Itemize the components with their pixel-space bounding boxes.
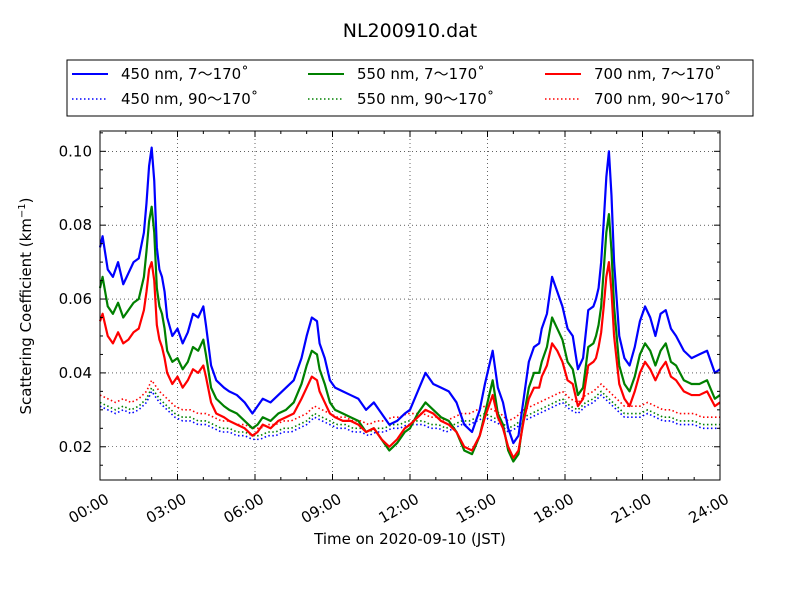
y-tick-labels: 0.02 0.04 0.06 0.08 0.10 [59, 142, 92, 455]
chart-title: NL200910.dat [343, 20, 478, 42]
y-tick-label: 0.02 [59, 438, 92, 456]
legend-label-5: 700 nm, 90～170˚ [594, 90, 731, 108]
legend-label-4: 700 nm, 7～170˚ [594, 65, 722, 83]
y-tick-label: 0.10 [59, 142, 92, 160]
legend-label-3: 550 nm, 90～170˚ [357, 90, 494, 108]
x-axis-title: Time on 2020-09-10 (JST) [313, 530, 506, 548]
series-line-1 [99, 390, 720, 441]
legend-label-2: 550 nm, 7～170˚ [357, 65, 485, 83]
y-axis-title-close: ) [17, 197, 35, 203]
series-group [98, 146, 721, 463]
y-tick-label: 0.08 [59, 216, 92, 234]
y-tick-label: 0.06 [59, 290, 92, 308]
legend-label-0: 450 nm, 7～170˚ [121, 65, 249, 83]
series-line-0 [98, 146, 721, 445]
series-line-4 [98, 261, 721, 459]
legend: 450 nm, 7～170˚ 450 nm, 90～170˚ 550 nm, 7～1… [66, 59, 754, 117]
y-tick-label: 0.04 [59, 364, 92, 382]
series-line-5 [99, 379, 720, 430]
y-axis-title: Scattering Coefficient (km−1) [17, 197, 35, 414]
y-axis-title-superscript: −1 [17, 203, 28, 218]
legend-label-1: 450 nm, 90～170˚ [121, 90, 258, 108]
ticks [99, 131, 721, 480]
y-axis-title-main: Scattering Coefficient (km [17, 218, 35, 414]
legend-box [66, 59, 754, 117]
series-line-3 [99, 386, 720, 437]
